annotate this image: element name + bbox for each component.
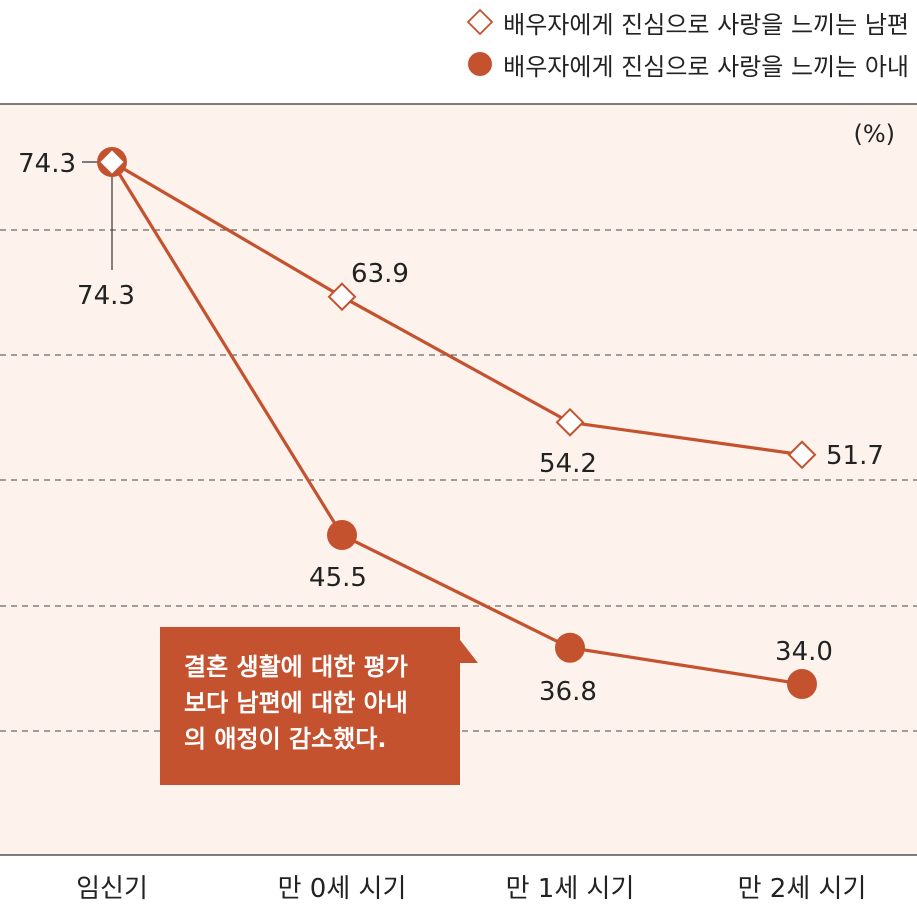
- gridlines: [0, 229, 917, 732]
- husband-point-marker: [787, 440, 817, 470]
- husband-label-0: 74.3: [18, 149, 76, 179]
- husband-point-marker: [97, 147, 127, 177]
- x-tick-label: 만 1세 시기: [506, 874, 635, 904]
- husband-point-marker: [555, 407, 585, 437]
- callout-line-3: 의 애정이 감소했다.: [184, 725, 387, 753]
- legend: 배우자에게 진심으로 사랑을 느끼는 남편 배우자에게 진심으로 사랑을 느끼는…: [389, 0, 909, 95]
- wife-label-2: 36.8: [539, 677, 597, 707]
- callout-line-1: 결혼 생활에 대한 평가: [184, 653, 408, 681]
- legend-item-wife: 배우자에게 진심으로 사랑을 느끼는 아내: [465, 42, 909, 86]
- husband-point-marker: [327, 282, 357, 312]
- x-tick-label: 만 0세 시기: [278, 874, 407, 904]
- series-lines: [110, 160, 803, 686]
- data-labels: 74.3 63.9 54.2 51.7 74.3 45.5 36.8 34.0: [18, 149, 884, 707]
- x-tick-label: 임신기: [76, 874, 148, 904]
- unit-label: (%): [853, 120, 895, 148]
- wife-label-3: 34.0: [775, 637, 833, 667]
- series-line-husband: [111, 160, 803, 457]
- husband-label-2: 54.2: [539, 449, 597, 479]
- wife-point-marker: [555, 632, 585, 663]
- wife-label-0: 74.3: [77, 281, 135, 311]
- open-diamond-icon: [465, 7, 495, 37]
- filled-circle-icon: [465, 49, 495, 79]
- wife-point-marker: [327, 520, 357, 551]
- x-tick-label: 만 2세 시기: [738, 874, 867, 904]
- series-line-wife: [110, 161, 803, 686]
- legend-item-husband: 배우자에게 진심으로 사랑을 느끼는 남편: [465, 0, 909, 44]
- callout-line-2: 보다 남편에 대한 아내: [184, 689, 408, 717]
- legend-label-husband: 배우자에게 진심으로 사랑을 느끼는 남편: [503, 10, 909, 39]
- data-markers: [97, 147, 817, 699]
- wife-point-marker: [787, 669, 817, 699]
- callout-box: 결혼 생활에 대한 평가 보다 남편에 대한 아내 의 애정이 감소했다.: [160, 627, 460, 785]
- husband-label-1: 63.9: [351, 259, 409, 289]
- legend-label-wife: 배우자에게 진심으로 사랑을 느끼는 아내: [503, 52, 909, 81]
- wife-label-1: 45.5: [309, 563, 367, 593]
- husband-label-3: 51.7: [826, 441, 884, 471]
- x-axis-tick-labels: 임신기 만 0세 시기 만 1세 시기 만 2세 시기: [76, 874, 866, 904]
